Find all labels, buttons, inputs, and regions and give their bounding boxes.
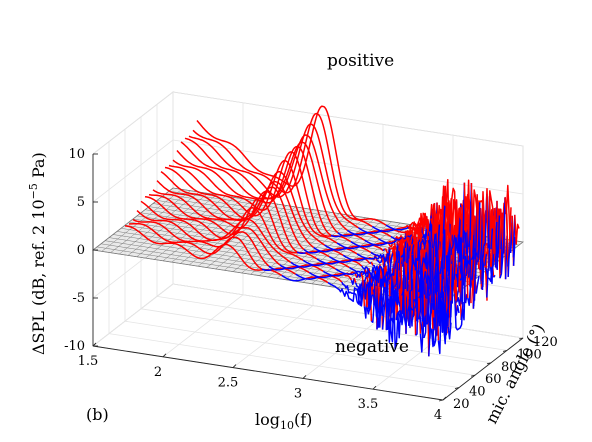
annotation-positive: positive xyxy=(327,51,394,71)
y-tick-mark xyxy=(439,400,443,401)
annotation-negative: negative xyxy=(335,337,409,357)
z-axis-label-sup: −5 xyxy=(27,183,40,199)
z-tick-label: -10 xyxy=(64,339,85,354)
x-tick-label: 2.5 xyxy=(218,376,239,391)
y-tick-label: 40 xyxy=(469,385,486,400)
positive-series-line xyxy=(402,237,403,238)
x-tick-label: 3.5 xyxy=(358,397,379,412)
z-axis-label-main: ΔSPL (dB, ref. 2 10 xyxy=(29,199,48,355)
x-tick-label: 3 xyxy=(294,386,302,401)
x-axis-label: log10(f) xyxy=(255,410,312,432)
x-axis-label-main: log xyxy=(255,410,280,429)
z-tick-label: 5 xyxy=(77,195,85,210)
z-axis-label-end: Pa) xyxy=(29,152,48,183)
z-tick-label: 10 xyxy=(68,147,85,162)
x-axis-label-arg: (f) xyxy=(294,410,312,429)
x-tick-label: 1.5 xyxy=(78,354,99,369)
x-axis-label-sub: 10 xyxy=(280,419,294,432)
panel-label: (b) xyxy=(86,405,109,424)
z-tick-label: -5 xyxy=(72,291,85,306)
x-tick-label: 2 xyxy=(154,365,162,380)
y-tick-label: 20 xyxy=(453,397,470,412)
z-tick-label: 0 xyxy=(77,243,85,258)
x-tick-label: 4 xyxy=(434,408,442,423)
z-axis-label: ΔSPL (dB, ref. 2 10−5 Pa) xyxy=(27,152,48,355)
